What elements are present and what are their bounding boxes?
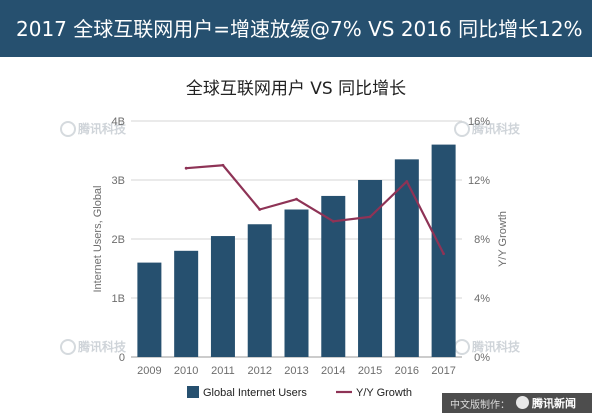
watermark-logo-icon: [60, 339, 76, 355]
bar-2015: [358, 180, 383, 357]
bar-2016: [394, 159, 419, 357]
y2-tick-label: 12%: [468, 175, 490, 187]
footer-brand: 腾讯新闻: [532, 397, 576, 410]
chart-title: 全球互联网用户 VS 同比增长: [185, 79, 407, 99]
y2-tick-label: 0%: [474, 352, 490, 364]
y-tick-label: 3B: [112, 175, 125, 187]
legend-label-growth: Y/Y Growth: [356, 387, 412, 399]
watermark-logo-icon: [60, 121, 76, 137]
y-tick-label: 1B: [112, 293, 125, 305]
tencent-news-logo-icon: [516, 396, 529, 409]
x-tick-label: 2015: [358, 365, 382, 377]
y2-tick-label: 4%: [474, 293, 490, 305]
growth-point-2015: [368, 215, 372, 219]
header-banner: 2017 全球互联网用户=增速放缓@7% VS 2016 同比增长12%: [0, 0, 592, 57]
y-tick-label: 2B: [112, 234, 125, 246]
bar-2009: [137, 262, 162, 357]
watermark-text: 腾讯科技: [471, 121, 521, 136]
watermark-text: 腾讯科技: [77, 121, 127, 136]
x-tick-label: 2011: [211, 365, 235, 377]
bar-2012: [247, 224, 272, 357]
bar-2017: [431, 144, 456, 357]
y2-tick-label: 16%: [468, 116, 490, 128]
x-tick-label: 2009: [137, 365, 161, 377]
legend-label-users: Global Internet Users: [203, 387, 307, 399]
x-tick-label: 2016: [395, 365, 419, 377]
y2-axis-title: Y/Y Growth: [497, 211, 509, 267]
growth-line: [186, 164, 445, 255]
bar-2013: [284, 209, 309, 357]
x-tick-label: 2013: [284, 365, 308, 377]
watermark-logo-icon: [454, 121, 470, 137]
growth-point-2011: [221, 163, 225, 167]
legend-swatch-users: [187, 386, 199, 398]
slide-title: 2017 全球互联网用户=增速放缓@7% VS 2016 同比增长12%: [16, 17, 583, 41]
growth-point-2012: [258, 208, 262, 211]
growth-point-2016: [405, 180, 409, 183]
bar-2011: [210, 236, 235, 357]
x-tick-label: 2012: [247, 365, 271, 377]
growth-point-2013: [295, 197, 298, 201]
x-tick-label: 2010: [174, 365, 198, 377]
growth-point-2014: [331, 219, 335, 223]
footer-label: 中文版制作：: [450, 400, 510, 411]
y-tick-label: 4B: [112, 116, 125, 128]
growth-point-2017: [442, 252, 446, 256]
bar-2014: [321, 195, 346, 357]
y-tick-label: 0: [119, 352, 125, 364]
watermark-text: 腾讯科技: [77, 339, 127, 354]
growth-point-2010: [184, 166, 188, 170]
footer-credit: 中文版制作： 腾讯新闻: [442, 393, 592, 413]
x-tick-label: 2017: [431, 365, 455, 377]
bar-2010: [174, 250, 199, 357]
watermark-logo-icon: [454, 339, 470, 355]
x-tick-label: 2014: [321, 365, 345, 377]
y-axis-title: Internet Users, Global: [92, 186, 104, 293]
watermark-text: 腾讯科技: [471, 339, 521, 354]
y2-tick-label: 8%: [474, 234, 490, 246]
